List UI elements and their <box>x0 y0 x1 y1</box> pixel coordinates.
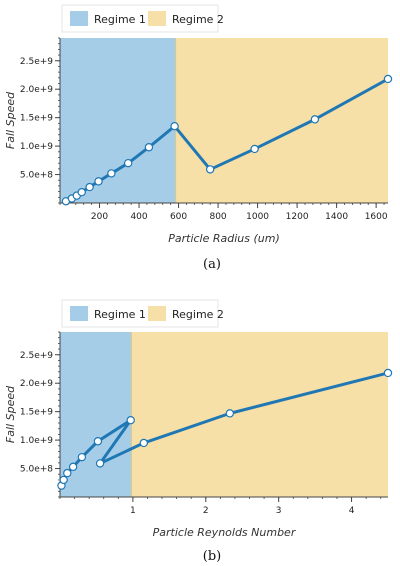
legend-swatch-regime-1 <box>70 306 88 321</box>
data-point <box>205 165 215 174</box>
data-point <box>95 459 105 468</box>
legend-swatch-regime-2 <box>148 306 166 321</box>
chart-b: 5.0e+8 1.0e+9 1.5e+9 2.0e+9 2.5e+9 1 2 3 4 Partic… <box>4 299 393 564</box>
data-point <box>68 462 78 472</box>
x-tick-label: 1400 <box>325 212 348 222</box>
x-axis-title: Particle Reynolds Number <box>153 526 297 539</box>
data-point <box>383 368 393 378</box>
data-point <box>93 437 103 446</box>
legend-box <box>61 299 219 328</box>
x-tick-label: 3 <box>276 506 282 516</box>
figure-caption: (a) <box>203 257 221 272</box>
data-point <box>107 169 116 178</box>
y-tick-label: 5.0e+8 <box>20 171 53 181</box>
data-point <box>123 158 133 168</box>
x-tick-label: 1000 <box>246 212 269 222</box>
y-tick-label: 1.0e+9 <box>20 436 53 446</box>
data-point <box>77 452 87 462</box>
y-tick-label: 2.0e+9 <box>20 379 53 389</box>
chart-a: 5.0e+8 1.0e+9 1.5e+9 2.0e+9 2.5e+9 200 400 600 8… <box>4 4 393 272</box>
legend-label-regime-2: Regime 2 <box>172 13 224 26</box>
data-point <box>383 74 393 84</box>
figure-caption: (b) <box>203 549 221 564</box>
data-point <box>250 144 259 154</box>
y-tick-label: 2.0e+9 <box>20 85 53 95</box>
x-tick-label: 200 <box>91 212 108 222</box>
x-tick-label: 1 <box>130 506 136 516</box>
legend-label-regime-2: Regime 2 <box>172 308 224 321</box>
regime-1-region <box>60 38 176 203</box>
legend-swatch-regime-1 <box>70 11 88 26</box>
data-point <box>139 438 149 448</box>
x-tick-label: 1200 <box>286 212 309 222</box>
data-point <box>144 143 154 152</box>
data-point <box>225 409 235 418</box>
data-point <box>94 177 103 186</box>
data-point <box>63 468 72 478</box>
x-axis-title: Particle Radius (um) <box>168 232 280 245</box>
y-tick-label: 1.5e+9 <box>20 114 53 124</box>
data-point <box>59 475 68 485</box>
legend-label-regime-1: Regime 1 <box>94 308 146 321</box>
legend-label-regime-1: Regime 1 <box>94 13 146 26</box>
data-point <box>310 115 320 124</box>
x-tick-label: 4 <box>349 506 355 516</box>
data-point <box>126 415 135 425</box>
y-axis-title: Fall Speed <box>4 385 17 443</box>
y-tick-label: 5.0e+8 <box>20 465 53 475</box>
y-tick-label: 1.5e+9 <box>20 408 53 418</box>
x-tick-label: 400 <box>130 212 147 222</box>
data-point <box>85 182 94 192</box>
y-tick-label: 2.5e+9 <box>20 351 53 361</box>
y-tick-label: 2.5e+9 <box>20 57 53 67</box>
x-tick-label: 800 <box>209 212 226 222</box>
x-tick-label: 2 <box>203 506 209 516</box>
data-point <box>170 121 179 131</box>
data-point <box>77 187 86 197</box>
x-tick-label: 600 <box>170 212 187 222</box>
legend-swatch-regime-2 <box>148 11 166 26</box>
y-axis-title: Fall Speed <box>4 91 17 149</box>
x-tick-label: 1600 <box>365 212 388 222</box>
regime-2-region <box>175 38 388 203</box>
regime-2-region <box>131 332 389 497</box>
y-tick-label: 1.0e+9 <box>20 142 53 152</box>
